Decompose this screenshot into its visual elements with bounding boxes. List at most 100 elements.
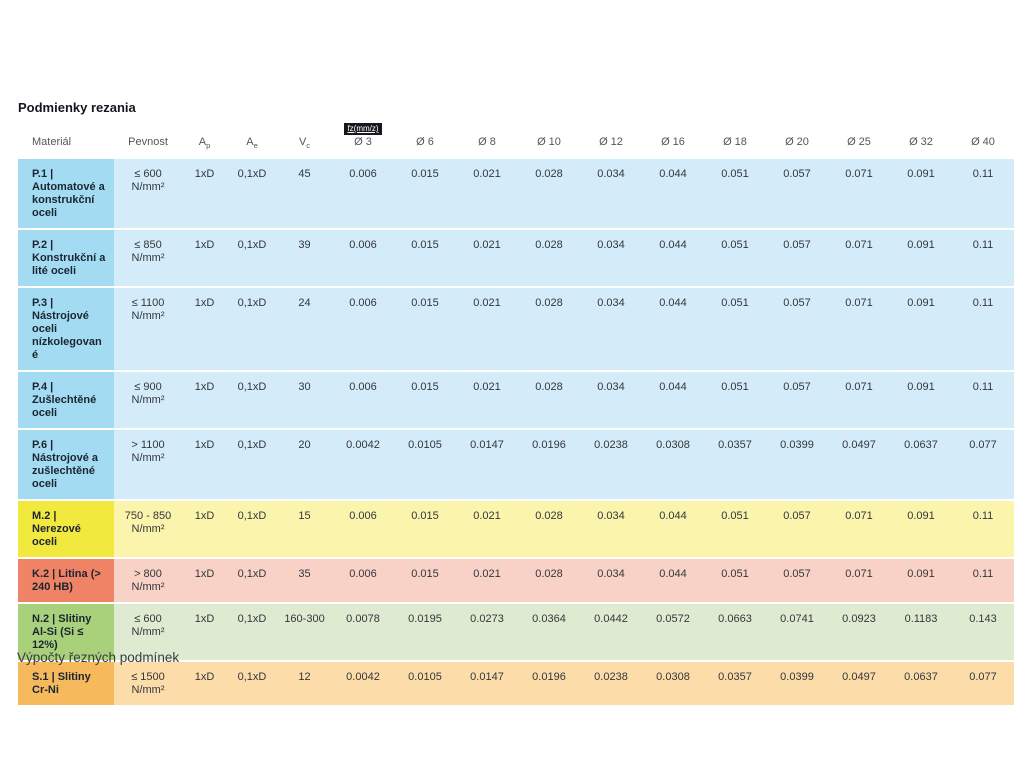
cell-fz-value: 0.0105	[394, 430, 456, 499]
cell-fz-value: 0.057	[766, 501, 828, 557]
cell-ap: 1xD	[182, 501, 227, 557]
cell-fz-value: 0.0105	[394, 662, 456, 705]
cell-fz-value: 0.0147	[456, 662, 518, 705]
cell-fz-value: 0.11	[952, 372, 1014, 428]
cutting-conditions-calculations-link[interactable]: Výpočty řezných podmínek	[17, 650, 180, 665]
column-header-d12: Ø 12	[580, 122, 642, 157]
cell-vc: 160-300	[277, 604, 332, 660]
cell-fz-value: 0.0497	[828, 430, 890, 499]
column-header-material: Materiál	[18, 122, 114, 157]
column-header-label: Ø 16	[661, 136, 685, 148]
column-header-label: Ø 18	[723, 136, 747, 148]
cell-vc: 12	[277, 662, 332, 705]
cell-fz-value: 0.0308	[642, 662, 704, 705]
fz-unit-badge: fz(mm/z)	[344, 123, 382, 135]
cell-fz-value: 0.021	[456, 159, 518, 228]
cell-fz-value: 0.0442	[580, 604, 642, 660]
column-header-d32: Ø 32	[890, 122, 952, 157]
cell-fz-value: 0.0078	[332, 604, 394, 660]
cell-fz-value: 0.015	[394, 501, 456, 557]
cell-fz-value: 0.006	[332, 559, 394, 602]
cell-fz-value: 0.015	[394, 559, 456, 602]
cell-vc: 45	[277, 159, 332, 228]
cell-material: N.2 | Slitiny Al-Si (Si ≤ 12%)	[18, 604, 114, 660]
column-header-d20: Ø 20	[766, 122, 828, 157]
cell-ae: 0,1xD	[227, 288, 277, 370]
cell-material: S.1 | Slitiny Cr-Ni	[18, 662, 114, 705]
cell-fz-value: 0.021	[456, 288, 518, 370]
cell-vc: 20	[277, 430, 332, 499]
cell-fz-value: 0.0364	[518, 604, 580, 660]
table-row: N.2 | Slitiny Al-Si (Si ≤ 12%) ≤ 600 N/mm…	[18, 604, 1014, 660]
column-header-label: Ø 3	[354, 136, 372, 148]
cell-ae: 0,1xD	[227, 559, 277, 602]
column-header-label: Ø 40	[971, 136, 995, 148]
column-header-d18: Ø 18	[704, 122, 766, 157]
column-header-label: Ø 20	[785, 136, 809, 148]
cell-fz-value: 0.0042	[332, 662, 394, 705]
cell-pevnost: ≤ 900 N/mm²	[114, 372, 182, 428]
cell-fz-value: 0.071	[828, 230, 890, 286]
cell-ae: 0,1xD	[227, 430, 277, 499]
column-header-label: Ø 10	[537, 136, 561, 148]
column-header-label: A	[198, 136, 207, 148]
cell-fz-value: 0.0042	[332, 430, 394, 499]
cell-fz-value: 0.077	[952, 430, 1014, 499]
cell-fz-value: 0.091	[890, 372, 952, 428]
cell-fz-value: 0.021	[456, 559, 518, 602]
cell-fz-value: 0.091	[890, 501, 952, 557]
cell-ae: 0,1xD	[227, 230, 277, 286]
cell-fz-value: 0.051	[704, 559, 766, 602]
cell-fz-value: 0.0238	[580, 662, 642, 705]
cell-fz-value: 0.044	[642, 159, 704, 228]
cell-fz-value: 0.051	[704, 230, 766, 286]
cell-vc: 15	[277, 501, 332, 557]
cell-ap: 1xD	[182, 159, 227, 228]
cell-fz-value: 0.1183	[890, 604, 952, 660]
cell-fz-value: 0.034	[580, 372, 642, 428]
cell-fz-value: 0.028	[518, 372, 580, 428]
table-row: K.2 | Litina (> 240 HB) > 800 N/mm² 1xD 0,1…	[18, 559, 1014, 602]
cell-fz-value: 0.11	[952, 501, 1014, 557]
cell-fz-value: 0.0637	[890, 662, 952, 705]
column-header-d40: Ø 40	[952, 122, 1014, 157]
cell-fz-value: 0.057	[766, 559, 828, 602]
cell-pevnost: 750 - 850 N/mm²	[114, 501, 182, 557]
cell-material: P.4 | Zušlechtěné oceli	[18, 372, 114, 428]
cell-fz-value: 0.021	[456, 501, 518, 557]
column-header-label: Ø 6	[416, 136, 434, 148]
column-header-ap: Ap	[182, 122, 227, 157]
cell-ae: 0,1xD	[227, 159, 277, 228]
page-title: Podmienky rezania	[18, 100, 136, 115]
cell-material: K.2 | Litina (> 240 HB)	[18, 559, 114, 602]
cell-fz-value: 0.143	[952, 604, 1014, 660]
cell-vc: 39	[277, 230, 332, 286]
cell-fz-value: 0.051	[704, 288, 766, 370]
cell-fz-value: 0.0572	[642, 604, 704, 660]
column-header-subscript: e	[253, 141, 258, 151]
cell-fz-value: 0.028	[518, 288, 580, 370]
cell-fz-value: 0.015	[394, 159, 456, 228]
column-header-d25: Ø 25	[828, 122, 890, 157]
cell-ap: 1xD	[182, 430, 227, 499]
cell-fz-value: 0.057	[766, 372, 828, 428]
cell-fz-value: 0.044	[642, 501, 704, 557]
cell-ap: 1xD	[182, 288, 227, 370]
column-header-subscript: p	[206, 141, 211, 151]
cell-vc: 24	[277, 288, 332, 370]
cell-fz-value: 0.044	[642, 288, 704, 370]
cell-material: P.6 | Nástrojové a zušlechtěné oceli	[18, 430, 114, 499]
cell-material: P.2 | Konstrukční a lité oceli	[18, 230, 114, 286]
cell-fz-value: 0.034	[580, 159, 642, 228]
table-row: S.1 | Slitiny Cr-Ni ≤ 1500 N/mm² 1xD 0,1xD 1…	[18, 662, 1014, 705]
cell-fz-value: 0.044	[642, 230, 704, 286]
cell-ap: 1xD	[182, 662, 227, 705]
cell-fz-value: 0.077	[952, 662, 1014, 705]
cell-fz-value: 0.051	[704, 372, 766, 428]
cell-ae: 0,1xD	[227, 372, 277, 428]
column-header-ae: Ae	[227, 122, 277, 157]
column-header-label: A	[246, 136, 254, 148]
cell-fz-value: 0.006	[332, 501, 394, 557]
